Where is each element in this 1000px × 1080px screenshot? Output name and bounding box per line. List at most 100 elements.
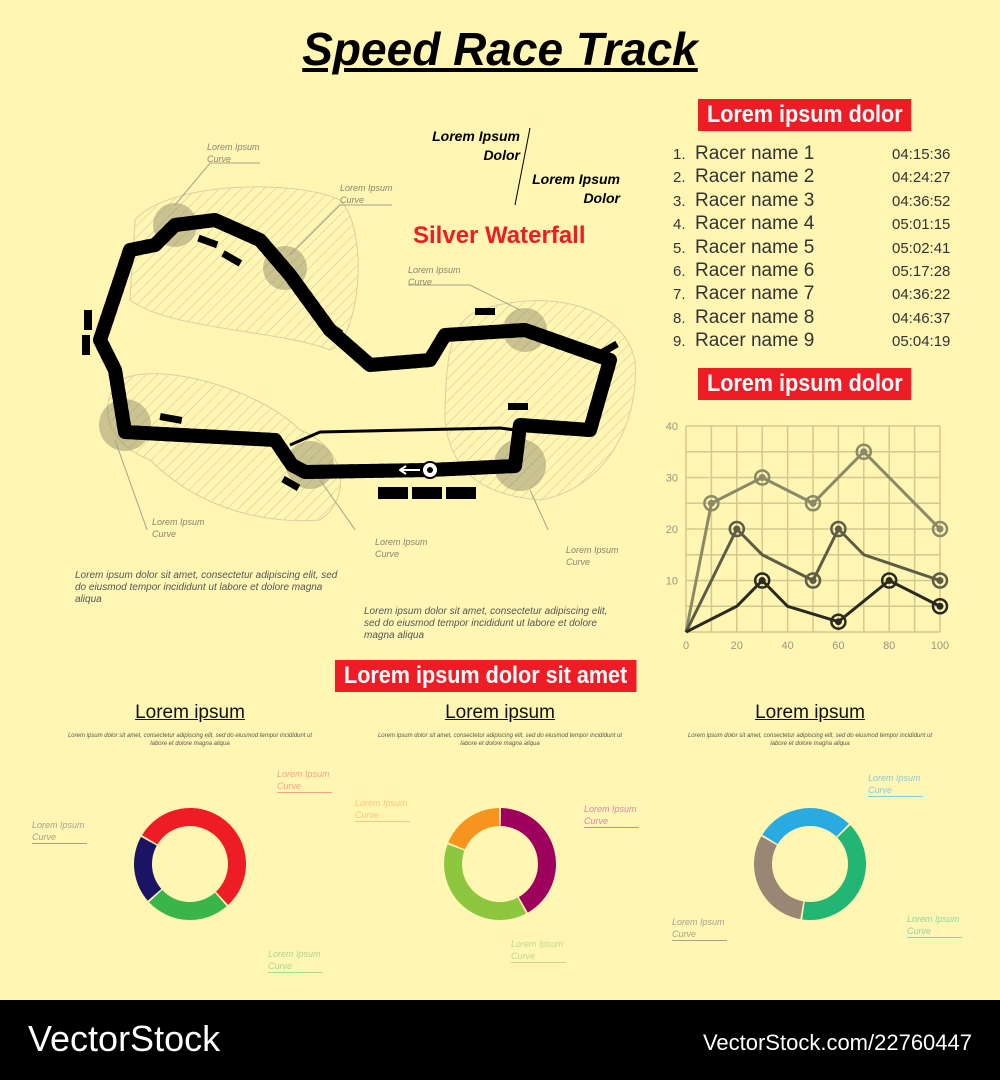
image-id: VectorStock.com/22760447: [702, 1030, 972, 1055]
curve-note-line: Lorem Ipsum: [584, 804, 637, 814]
donut-chart: [753, 808, 866, 920]
data-point: [834, 618, 842, 626]
track-description: Lorem ipsum dolor sit amet, consectetur …: [364, 606, 608, 641]
curve-note-line: Lorem Ipsum: [907, 914, 960, 924]
racer-time: 05:01:15: [892, 216, 951, 234]
curve-note: Curve: [207, 154, 232, 164]
racer-time: 04:24:27: [892, 169, 951, 187]
data-point: [936, 577, 944, 584]
donut-description: Lorem ipsum dolor sit amet, consectetur …: [687, 733, 933, 747]
results-list: 1. Racer name 1 04:15:36 2. Racer name 2 04:2…: [673, 143, 950, 354]
racer-row: 6. Racer name 6 05:17:28: [673, 260, 950, 283]
data-point-ring: [753, 572, 771, 589]
curve-note-line: Lorem Ipsum: [511, 939, 564, 949]
track-label: Lorem Ipsum: [432, 128, 520, 144]
donut-slice: [762, 808, 849, 845]
track-label: Dolor: [483, 147, 520, 163]
y-tick-label: 20: [666, 524, 678, 536]
racer-time: 04:46:37: [892, 309, 951, 327]
donut-section-heading: Lorem ipsum dolor sit amet: [335, 660, 637, 692]
rank: 1.: [673, 146, 686, 163]
brand-logo: VectorStock: [28, 1018, 221, 1059]
y-tick-label: 40: [666, 421, 678, 433]
data-point-ring: [728, 520, 746, 538]
racer-name: Racer name 9: [695, 330, 815, 352]
donut-chart: [133, 808, 247, 921]
data-point: [758, 474, 766, 481]
data-point-ring: [804, 572, 822, 589]
racer-row: 2. Racer name 2 04:24:27: [673, 166, 950, 189]
data-point: [860, 448, 868, 456]
racer-time: 04:36:52: [892, 192, 951, 210]
racer-time: 05:02:41: [892, 239, 951, 257]
curve-note-line: Lorem Ipsum: [32, 820, 85, 830]
racer-name: Racer name 8: [695, 306, 815, 328]
curve-note: Lorem Ipsum: [207, 142, 260, 152]
data-point-ring: [880, 572, 898, 589]
curve-note-line: Lorem Ipsum: [277, 769, 330, 779]
curve-note: Lorem Ipsum Curve: [672, 916, 727, 941]
results-heading: Lorem ipsum dolor: [698, 99, 912, 131]
curve-note-line: Curve: [32, 832, 57, 842]
hatched-zone: [107, 373, 341, 522]
data-point: [707, 499, 715, 507]
x-tick-label: 80: [883, 640, 895, 652]
curve-note: Lorem Ipsum: [566, 545, 619, 555]
data-point: [885, 577, 893, 584]
racer-time: 05:17:28: [892, 262, 951, 280]
donut-slice: [149, 889, 227, 921]
data-point-ring: [931, 572, 949, 589]
racer-row: 1. Racer name 1 04:15:36: [673, 143, 950, 166]
curve-note-line: Curve: [907, 926, 932, 936]
data-point: [936, 525, 944, 533]
data-point-ring: [703, 495, 720, 512]
data-point-ring: [753, 469, 771, 486]
rank: 7.: [673, 286, 686, 304]
data-point-ring: [931, 598, 949, 615]
curve-note-line: Lorem Ipsum: [355, 798, 408, 808]
racer-row: 9. Racer name 9 05:04:19: [673, 330, 950, 353]
racer-time: 04:36:22: [892, 286, 951, 304]
donut-description: Lorem ipsum dolor sit amet, consectetur …: [67, 733, 313, 747]
curve-note-line: Curve: [584, 816, 609, 826]
rank: 2.: [673, 169, 686, 187]
donut-title: Lorem ipsum: [755, 702, 865, 723]
curve-note: Lorem Ipsum: [375, 537, 428, 547]
curve-note: Curve: [566, 557, 591, 567]
x-tick-label: 100: [931, 640, 949, 652]
racer-name: Racer name 4: [695, 213, 815, 235]
data-point: [936, 602, 944, 610]
x-tick-label: 60: [832, 640, 844, 652]
y-tick-label: 10: [666, 576, 678, 588]
chart-heading: Lorem ipsum dolor: [698, 368, 912, 400]
curve-note: Curve: [375, 549, 400, 559]
track-name: Silver Waterfall: [413, 222, 586, 249]
rank: 9.: [673, 333, 686, 351]
racer-name: Racer name 6: [695, 259, 815, 281]
data-point: [733, 525, 741, 533]
curve-note: Lorem Ipsum Curve: [32, 819, 87, 844]
rank: 4.: [673, 216, 686, 234]
racer-name: Racer name 7: [695, 283, 815, 305]
curve-note: Lorem Ipsum Curve: [355, 797, 410, 822]
data-point-ring: [855, 443, 873, 460]
data-point-ring: [804, 495, 822, 512]
rank: 3.: [673, 192, 686, 210]
x-tick-label: 20: [731, 640, 743, 652]
racer-name: Racer name 2: [695, 166, 815, 188]
curve-note: Lorem Ipsum: [340, 183, 393, 193]
footer: VectorStock VectorStock.com/22760447: [0, 1000, 1000, 1080]
curve-note: Lorem Ipsum Curve: [268, 948, 323, 973]
y-tick-label: 30: [666, 473, 678, 485]
rank: 6.: [673, 262, 686, 280]
page-title: Speed Race Track: [302, 23, 698, 75]
racer-row: 3. Racer name 3 04:36:52: [673, 190, 950, 213]
rank: 5.: [673, 239, 686, 257]
curve-note: Lorem Ipsum: [408, 265, 461, 275]
racer-time: 04:15:36: [892, 146, 951, 163]
donut-slice: [500, 808, 557, 913]
racer-name: Racer name 5: [695, 236, 815, 258]
track-label: Lorem Ipsum: [532, 171, 620, 187]
donut-slice: [141, 808, 247, 905]
curve-note-line: Curve: [277, 781, 302, 791]
